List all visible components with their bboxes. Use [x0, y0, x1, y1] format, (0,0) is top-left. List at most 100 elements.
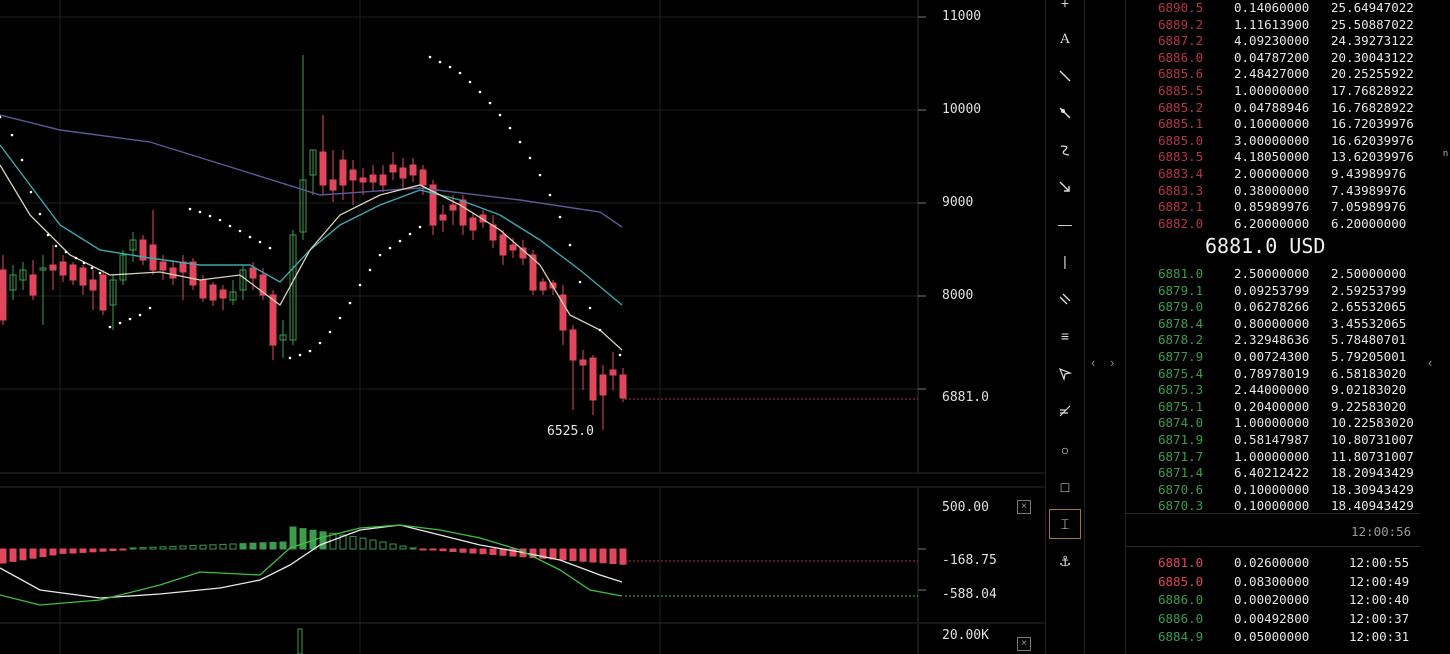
sar-dot — [10, 133, 14, 137]
bid-row[interactable]: 6875.1 0.20400000 9.22583020 — [1125, 399, 1410, 415]
sar-dot — [438, 60, 442, 64]
total: 10.80731007 — [1331, 432, 1414, 447]
candle-body — [209, 284, 217, 301]
total: 2.50000000 — [1331, 266, 1407, 281]
expand-panel-icon[interactable]: ‹ — [1428, 355, 1433, 370]
bid-row[interactable]: 6878.4 0.80000000 3.45532065 — [1125, 316, 1410, 332]
macd-bar — [449, 548, 457, 552]
bid-row[interactable]: 6870.6 0.10000000 18.30943429 — [1125, 481, 1414, 498]
sar-dot — [428, 55, 432, 59]
ask-row[interactable]: 6885.0 3.00000000 16.62039976 — [1125, 133, 1414, 149]
bid-row[interactable]: 6871.4 6.40212422 18.20943429 — [1125, 465, 1414, 481]
collapse-left-icon[interactable]: ‹ — [1091, 355, 1096, 370]
sar-dot — [64, 250, 68, 254]
bid-row[interactable]: 6878.2 2.32948636 5.78480701 — [1125, 332, 1410, 348]
total: 13.62039976 — [1331, 149, 1414, 165]
macd-bar — [389, 543, 397, 550]
bid-row[interactable]: 6879.0 0.06278266 2.65532065 — [1125, 299, 1410, 315]
total: 10.22583020 — [1331, 415, 1414, 431]
candle-body — [69, 264, 77, 281]
arrow-icon[interactable] — [1049, 172, 1081, 202]
ask-row[interactable]: 6882.0 6.20000000 6.20000000 — [1125, 216, 1410, 232]
total: 2.65532065 — [1331, 299, 1407, 315]
measure-icon[interactable]: ⌶ — [1049, 509, 1081, 539]
price: 6879.1 — [1158, 282, 1204, 298]
horizontal-line-icon[interactable]: — — [1058, 216, 1072, 232]
candle-body — [219, 289, 227, 299]
bid-row[interactable]: 6875.3 2.44000000 9.02183020 — [1125, 382, 1410, 398]
collapse-right-icon[interactable]: › — [1110, 355, 1115, 370]
sar-dot — [38, 212, 42, 216]
total: 9.22583020 — [1331, 398, 1407, 414]
candle-body — [579, 359, 587, 366]
candle-body — [279, 334, 287, 341]
macd-bar — [89, 548, 97, 553]
bid-row[interactable]: 6879.1 0.09253799 2.59253799 — [1125, 283, 1410, 299]
ray-icon[interactable] — [1049, 98, 1081, 128]
price: 6877.9 — [1158, 349, 1204, 364]
mid-price: 6881.0 USD — [1205, 234, 1326, 258]
close-volume-icon[interactable]: × — [1017, 637, 1031, 651]
sar-dot — [258, 240, 262, 244]
plus-icon[interactable]: + — [1060, 0, 1070, 11]
bid-row[interactable]: 6870.3 0.10000000 18.40943429 — [1125, 498, 1414, 514]
macd-bar — [559, 548, 567, 561]
bid-row[interactable]: 6881.0 2.50000000 2.50000000 — [1125, 266, 1410, 282]
price: 6885.5 — [1158, 83, 1204, 98]
candle-body — [459, 199, 467, 226]
macd-bar — [429, 548, 437, 551]
ask-row[interactable]: 6890.5 0.14060000 25.64947022 — [1125, 0, 1414, 16]
macd-bar — [509, 548, 517, 557]
bid-row[interactable]: 6877.9 0.00724300 5.79205001 — [1125, 349, 1410, 365]
pin-icon[interactable]: ⚓ — [1058, 552, 1072, 569]
sar-dot — [298, 353, 302, 357]
cursor-icon[interactable] — [1049, 359, 1081, 389]
bid-row[interactable]: 6874.0 1.00000000 10.22583020 — [1125, 415, 1414, 431]
sar-dot — [368, 268, 372, 272]
ask-row[interactable]: 6885.5 1.00000000 17.76828922 — [1125, 83, 1414, 99]
bid-row[interactable]: 6871.7 1.00000000 11.80731007 — [1125, 449, 1414, 465]
trade-amount: 0.00492800 — [1234, 610, 1310, 626]
amount: 0.10000000 — [1234, 116, 1310, 132]
ask-row[interactable]: 6883.5 4.18050000 13.62039976 — [1125, 149, 1414, 165]
ask-row[interactable]: 6887.2 4.09230000 24.39273122 — [1125, 33, 1414, 49]
rectangle-icon[interactable]: □ — [1060, 479, 1070, 495]
sar-dot — [478, 90, 482, 94]
price: 6875.1 — [1158, 398, 1204, 414]
candle-body — [229, 291, 237, 301]
parallel-lines-icon[interactable] — [1049, 284, 1081, 314]
candle-body — [259, 274, 267, 296]
close-macd-icon[interactable]: × — [1017, 500, 1031, 514]
bid-row[interactable]: 6875.4 0.78978019 6.58183020 — [1125, 366, 1410, 382]
fib-icon[interactable] — [1049, 396, 1081, 426]
channel-icon[interactable]: ≡ — [1060, 328, 1070, 344]
ask-row[interactable]: 6886.0 0.04787200 20.30043122 — [1125, 50, 1414, 66]
vertical-line-icon[interactable]: | — [1063, 253, 1067, 269]
chart-area[interactable]: 11000 10000 9000 8000 6881.0 6525.0 500.… — [0, 0, 1045, 654]
ask-row[interactable]: 6883.3 0.38000000 7.43989976 — [1125, 183, 1410, 199]
macd-bar — [489, 548, 497, 555]
ma-fast-line — [0, 164, 623, 351]
circle-icon[interactable]: ○ — [1060, 442, 1070, 458]
chart-canvas[interactable] — [0, 0, 1045, 654]
macd-bar — [49, 548, 57, 556]
curve-icon[interactable] — [1049, 135, 1081, 165]
ask-row[interactable]: 6885.6 2.48427000 20.25255922 — [1125, 66, 1414, 82]
ask-row[interactable]: 6885.2 0.04788946 16.76828922 — [1125, 100, 1414, 116]
ask-row[interactable]: 6889.2 1.11613900 25.50887022 — [1125, 17, 1414, 33]
text-icon[interactable]: A — [1060, 31, 1070, 47]
price: 6870.6 — [1158, 481, 1204, 497]
bid-row[interactable]: 6871.9 0.58147987 10.80731007 — [1125, 432, 1414, 448]
candle-body — [189, 261, 197, 286]
ask-row[interactable]: 6885.1 0.10000000 16.72039976 — [1125, 116, 1414, 132]
sar-dot — [458, 71, 462, 75]
ask-row[interactable]: 6883.4 2.00000000 9.43989976 — [1125, 166, 1410, 182]
volume-axis-label: 20.00K — [942, 628, 989, 643]
total: 6.20000000 — [1331, 215, 1407, 231]
macd-bar — [579, 548, 587, 562]
ask-row[interactable]: 6882.1 0.85989976 7.05989976 — [1125, 199, 1410, 215]
sar-dot — [338, 316, 342, 320]
total: 18.20943429 — [1331, 465, 1414, 481]
line-icon[interactable] — [1049, 61, 1081, 91]
price: 6878.4 — [1158, 315, 1204, 331]
